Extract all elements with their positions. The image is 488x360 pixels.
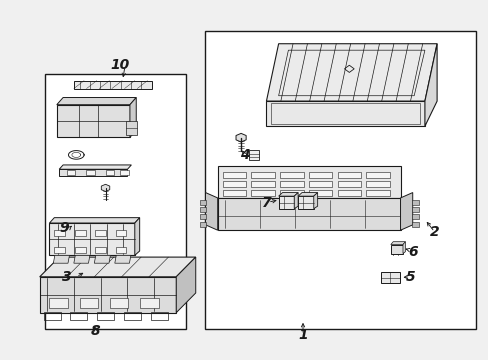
Bar xyxy=(140,298,158,309)
Text: 2: 2 xyxy=(429,225,439,239)
Polygon shape xyxy=(130,98,136,137)
Polygon shape xyxy=(266,44,436,101)
Bar xyxy=(75,247,85,253)
Bar xyxy=(120,170,129,175)
Bar xyxy=(411,200,418,205)
Bar xyxy=(105,170,114,175)
Bar xyxy=(80,298,98,309)
Bar xyxy=(110,298,128,309)
Bar xyxy=(251,172,274,178)
Polygon shape xyxy=(57,98,136,105)
Bar xyxy=(116,247,126,253)
Polygon shape xyxy=(94,255,110,263)
Polygon shape xyxy=(115,255,131,263)
Polygon shape xyxy=(205,193,217,230)
Bar xyxy=(116,230,126,235)
Bar xyxy=(44,74,185,329)
Polygon shape xyxy=(101,184,109,192)
Polygon shape xyxy=(294,193,298,209)
Bar xyxy=(380,272,399,283)
Bar xyxy=(222,172,245,178)
Bar xyxy=(411,215,418,220)
Bar xyxy=(205,31,475,329)
Text: 7: 7 xyxy=(261,196,271,210)
Bar xyxy=(308,181,331,187)
Polygon shape xyxy=(217,198,400,230)
Bar xyxy=(280,172,303,178)
Bar xyxy=(54,247,65,253)
Polygon shape xyxy=(278,193,298,196)
Bar xyxy=(126,121,137,135)
Bar xyxy=(280,181,303,187)
Polygon shape xyxy=(390,244,402,253)
Polygon shape xyxy=(53,255,69,263)
Bar xyxy=(308,172,331,178)
Bar xyxy=(337,181,360,187)
Polygon shape xyxy=(298,196,313,209)
Bar xyxy=(366,181,389,187)
Bar xyxy=(337,172,360,178)
Bar xyxy=(308,190,331,196)
Text: 9: 9 xyxy=(59,221,69,235)
Bar xyxy=(251,190,274,196)
Text: 5: 5 xyxy=(405,270,414,284)
Text: 6: 6 xyxy=(407,245,417,259)
Polygon shape xyxy=(266,101,424,126)
Bar xyxy=(54,230,65,235)
Polygon shape xyxy=(217,166,400,198)
Bar xyxy=(280,190,303,196)
Polygon shape xyxy=(74,255,90,263)
Bar xyxy=(249,149,259,160)
Text: 1: 1 xyxy=(298,328,307,342)
Polygon shape xyxy=(400,193,412,230)
Polygon shape xyxy=(313,193,317,209)
Bar xyxy=(199,207,206,212)
Polygon shape xyxy=(176,257,195,313)
Bar xyxy=(366,190,389,196)
Bar xyxy=(337,190,360,196)
Text: 8: 8 xyxy=(91,324,101,338)
Bar xyxy=(411,222,418,226)
Polygon shape xyxy=(236,134,245,142)
Bar xyxy=(222,190,245,196)
Bar xyxy=(75,230,85,235)
Bar xyxy=(199,215,206,220)
Bar xyxy=(49,298,68,309)
Polygon shape xyxy=(57,105,130,137)
Polygon shape xyxy=(278,196,294,209)
Bar xyxy=(59,168,127,176)
Polygon shape xyxy=(40,257,195,277)
Polygon shape xyxy=(59,165,131,169)
Bar xyxy=(74,81,152,89)
Bar xyxy=(86,170,95,175)
Polygon shape xyxy=(298,193,317,196)
Bar xyxy=(251,181,274,187)
Bar xyxy=(95,247,106,253)
Bar xyxy=(199,222,206,226)
Text: 10: 10 xyxy=(110,58,129,72)
Polygon shape xyxy=(402,242,405,253)
Polygon shape xyxy=(390,242,405,244)
Bar xyxy=(199,200,206,205)
Polygon shape xyxy=(40,277,176,313)
Text: 4: 4 xyxy=(239,148,249,162)
Bar xyxy=(66,170,75,175)
Polygon shape xyxy=(424,44,436,126)
Bar xyxy=(411,207,418,212)
Bar xyxy=(95,230,106,235)
Polygon shape xyxy=(135,218,140,255)
Bar xyxy=(222,181,245,187)
Text: 3: 3 xyxy=(61,270,71,284)
Polygon shape xyxy=(49,218,140,223)
Bar xyxy=(366,172,389,178)
Polygon shape xyxy=(49,223,135,255)
